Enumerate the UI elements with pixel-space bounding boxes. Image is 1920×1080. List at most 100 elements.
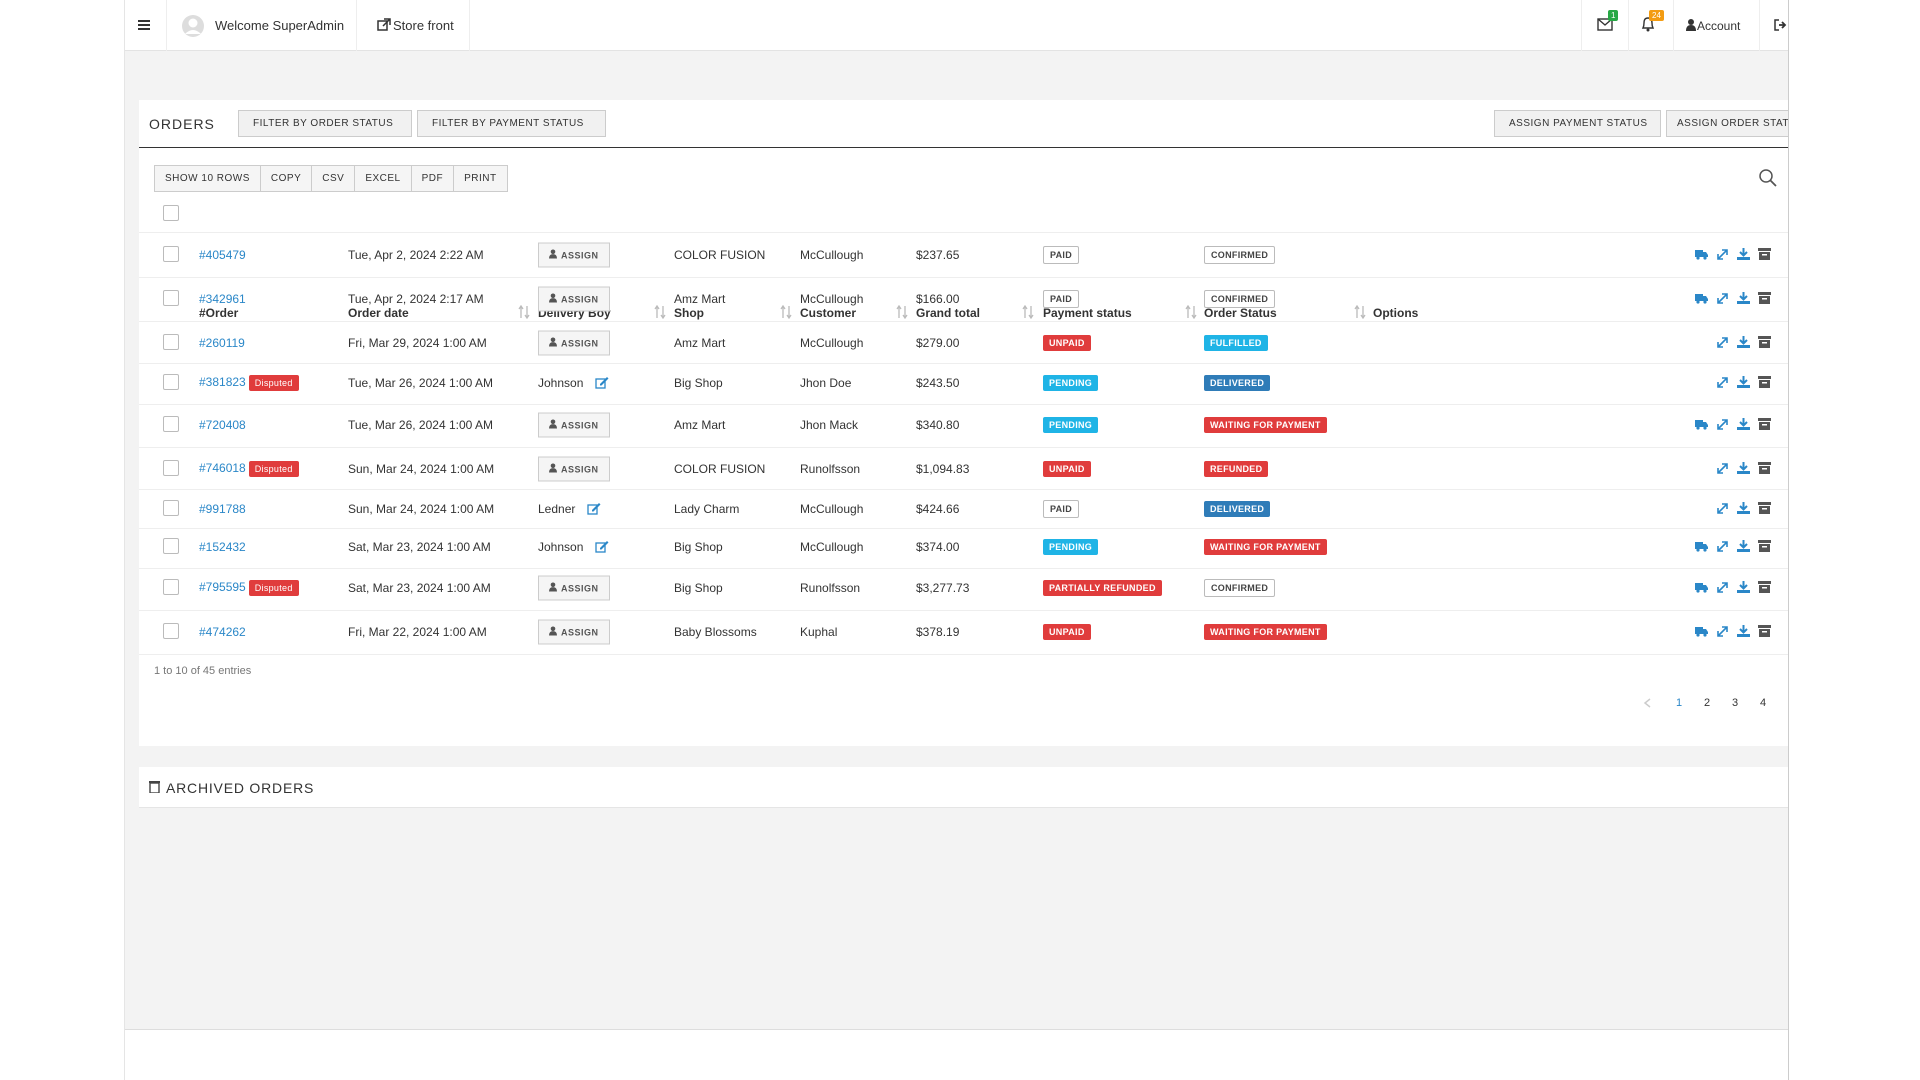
mail-icon[interactable] bbox=[1597, 18, 1613, 31]
export-button[interactable]: CSV bbox=[311, 165, 356, 192]
expand-icon[interactable] bbox=[1716, 625, 1730, 638]
archive-icon[interactable] bbox=[1758, 292, 1772, 305]
sort-icon[interactable] bbox=[1185, 305, 1197, 319]
expand-icon[interactable] bbox=[1716, 418, 1730, 431]
order-link[interactable]: #991788 bbox=[199, 502, 246, 516]
row-checkbox[interactable] bbox=[163, 374, 179, 390]
grand-total: $279.00 bbox=[916, 336, 960, 350]
order-link[interactable]: #474262 bbox=[199, 625, 246, 639]
archive-icon[interactable] bbox=[1758, 376, 1772, 389]
expand-icon[interactable] bbox=[1716, 376, 1730, 389]
archive-icon[interactable] bbox=[1758, 540, 1772, 553]
sort-icon[interactable] bbox=[518, 305, 530, 319]
download-icon[interactable] bbox=[1737, 581, 1751, 594]
trash-icon bbox=[149, 781, 160, 793]
page-link[interactable]: 5 bbox=[1777, 697, 1789, 709]
assign-button[interactable]: ASSIGN bbox=[538, 575, 610, 601]
row-checkbox[interactable] bbox=[163, 290, 179, 306]
page-link[interactable]: 4 bbox=[1759, 697, 1767, 709]
download-icon[interactable] bbox=[1737, 248, 1751, 261]
archive-icon[interactable] bbox=[1758, 462, 1772, 475]
order-link[interactable]: #405479 bbox=[199, 248, 246, 262]
order-link[interactable]: #795595 bbox=[199, 580, 246, 594]
truck-icon[interactable] bbox=[1695, 581, 1709, 594]
archive-icon[interactable] bbox=[1758, 418, 1772, 431]
download-icon[interactable] bbox=[1737, 292, 1751, 305]
truck-icon[interactable] bbox=[1695, 292, 1709, 305]
page-link[interactable]: 3 bbox=[1731, 697, 1739, 709]
assign-button[interactable]: ASSIGN bbox=[538, 286, 610, 312]
prev-icon[interactable] bbox=[1642, 697, 1654, 709]
edit-icon[interactable] bbox=[595, 540, 609, 553]
row-checkbox[interactable] bbox=[163, 416, 179, 432]
order-link[interactable]: #342961 bbox=[199, 292, 246, 306]
assign-button[interactable]: ASSIGN bbox=[538, 619, 610, 645]
search-icon[interactable] bbox=[1758, 168, 1778, 188]
row-checkbox[interactable] bbox=[163, 538, 179, 554]
truck-icon[interactable] bbox=[1695, 540, 1709, 553]
filter-order-status[interactable]: FILTER BY ORDER STATUS bbox=[238, 110, 412, 137]
assign-button[interactable]: ASSIGN bbox=[538, 330, 610, 356]
logout-icon[interactable] bbox=[1774, 19, 1787, 31]
filter-payment-status[interactable]: FILTER BY PAYMENT STATUS bbox=[417, 110, 606, 137]
expand-icon[interactable] bbox=[1716, 540, 1730, 553]
order-link[interactable]: #746018 bbox=[199, 461, 246, 475]
archive-icon[interactable] bbox=[1758, 625, 1772, 638]
assign-button[interactable]: ASSIGN bbox=[538, 456, 610, 482]
edit-icon[interactable] bbox=[595, 376, 609, 389]
assign-order-status[interactable]: ASSIGN ORDER STATUS bbox=[1666, 110, 1788, 137]
sort-icon[interactable] bbox=[780, 305, 792, 319]
download-icon[interactable] bbox=[1737, 336, 1751, 349]
download-icon[interactable] bbox=[1737, 376, 1751, 389]
order-link[interactable]: #381823 bbox=[199, 375, 246, 389]
archive-icon[interactable] bbox=[1758, 248, 1772, 261]
download-icon[interactable] bbox=[1737, 462, 1751, 475]
download-icon[interactable] bbox=[1737, 625, 1751, 638]
expand-icon[interactable] bbox=[1716, 502, 1730, 515]
grand-total: $340.80 bbox=[916, 418, 960, 432]
sort-icon[interactable] bbox=[654, 305, 666, 319]
truck-icon[interactable] bbox=[1695, 248, 1709, 261]
row-checkbox[interactable] bbox=[163, 246, 179, 262]
sort-icon[interactable] bbox=[1354, 305, 1366, 319]
bell-icon[interactable] bbox=[1641, 17, 1655, 32]
truck-icon[interactable] bbox=[1695, 625, 1709, 638]
page-link[interactable]: 2 bbox=[1703, 697, 1711, 709]
download-icon[interactable] bbox=[1737, 540, 1751, 553]
row-checkbox[interactable] bbox=[163, 334, 179, 350]
account[interactable]: Account bbox=[1697, 19, 1741, 33]
page-link[interactable]: 1 bbox=[1675, 697, 1683, 709]
row-checkbox[interactable] bbox=[163, 460, 179, 476]
assign-button[interactable]: ASSIGN bbox=[538, 412, 610, 438]
export-button[interactable]: PRINT bbox=[453, 165, 508, 192]
menu-icon[interactable] bbox=[138, 18, 152, 32]
row-checkbox[interactable] bbox=[163, 623, 179, 639]
row-checkbox[interactable] bbox=[163, 579, 179, 595]
assign-button[interactable]: ASSIGN bbox=[538, 242, 610, 268]
archive-icon[interactable] bbox=[1758, 502, 1772, 515]
order-link[interactable]: #260119 bbox=[199, 336, 245, 350]
assign-payment-status[interactable]: ASSIGN PAYMENT STATUS bbox=[1494, 110, 1661, 137]
customer: Jhon Doe bbox=[800, 376, 852, 390]
order-cell: #152432 bbox=[199, 540, 246, 554]
export-button[interactable]: SHOW 10 ROWS bbox=[154, 165, 261, 192]
order-link[interactable]: #720408 bbox=[199, 418, 246, 432]
archive-icon[interactable] bbox=[1758, 581, 1772, 594]
truck-icon[interactable] bbox=[1695, 418, 1709, 431]
edit-icon[interactable] bbox=[587, 502, 601, 515]
order-link[interactable]: #152432 bbox=[199, 540, 246, 554]
store-front[interactable]: Store front bbox=[393, 18, 454, 33]
download-icon[interactable] bbox=[1737, 418, 1751, 431]
user-icon bbox=[1686, 19, 1696, 31]
expand-icon[interactable] bbox=[1716, 581, 1730, 594]
download-icon[interactable] bbox=[1737, 502, 1751, 515]
sort-icon[interactable] bbox=[896, 305, 908, 319]
expand-icon[interactable] bbox=[1716, 336, 1730, 349]
expand-icon[interactable] bbox=[1716, 248, 1730, 261]
expand-icon[interactable] bbox=[1716, 462, 1730, 475]
archive-icon[interactable] bbox=[1758, 336, 1772, 349]
select-all[interactable] bbox=[163, 205, 179, 221]
expand-icon[interactable] bbox=[1716, 292, 1730, 305]
sort-icon[interactable] bbox=[1022, 305, 1034, 319]
row-checkbox[interactable] bbox=[163, 500, 179, 516]
